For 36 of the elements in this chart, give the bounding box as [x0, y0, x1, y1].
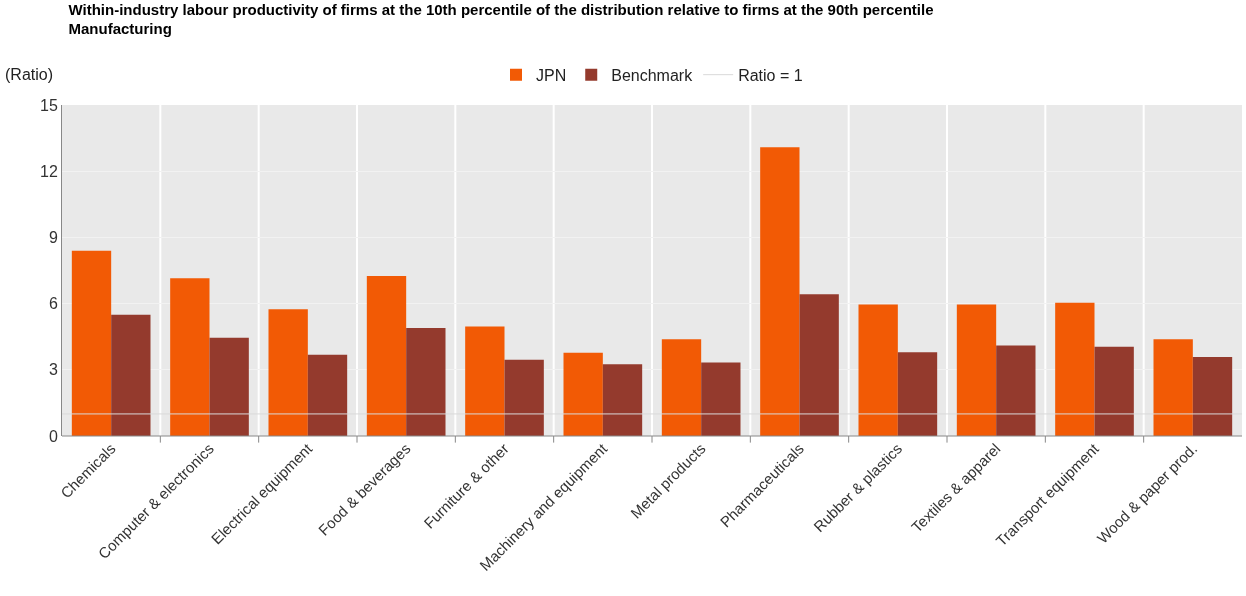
bar — [170, 278, 210, 436]
y-tick-label: 15 — [40, 96, 58, 114]
bar — [307, 354, 348, 436]
bar — [1055, 302, 1095, 436]
y-tick-label: 12 — [40, 162, 58, 180]
bar — [701, 362, 741, 436]
legend-label: Benchmark — [611, 66, 694, 84]
y-tick-label: 6 — [48, 295, 58, 313]
bar — [209, 337, 249, 436]
bar — [661, 339, 702, 436]
bar — [858, 304, 898, 436]
y-tick-label: 0 — [48, 427, 58, 445]
y-tick-label: 3 — [48, 361, 58, 379]
bar — [366, 276, 407, 436]
bar — [760, 147, 800, 436]
bar — [563, 352, 603, 436]
bar — [799, 294, 839, 436]
bar — [268, 309, 308, 436]
chart-subtitle: Manufacturing — [68, 20, 172, 38]
bar — [996, 345, 1036, 436]
y-tick-label: 9 — [48, 229, 58, 246]
bar — [1094, 346, 1134, 436]
legend-label: JPN — [536, 66, 567, 84]
chart-title: Within-industry labour productivity of firms at the 10th percentile of the distribution relative to firms at the 90th percentile — [68, 0, 934, 18]
bar — [111, 314, 151, 436]
bar — [897, 352, 938, 436]
bar — [956, 304, 997, 436]
y-axis-title: (Ratio) — [5, 66, 54, 83]
bar — [465, 326, 505, 436]
bar — [406, 328, 446, 436]
bar — [1192, 357, 1233, 436]
bar — [71, 250, 112, 436]
bar — [504, 359, 544, 436]
bar — [602, 364, 643, 436]
bar — [1153, 339, 1193, 436]
legend-label: Ratio = 1 — [738, 66, 803, 84]
